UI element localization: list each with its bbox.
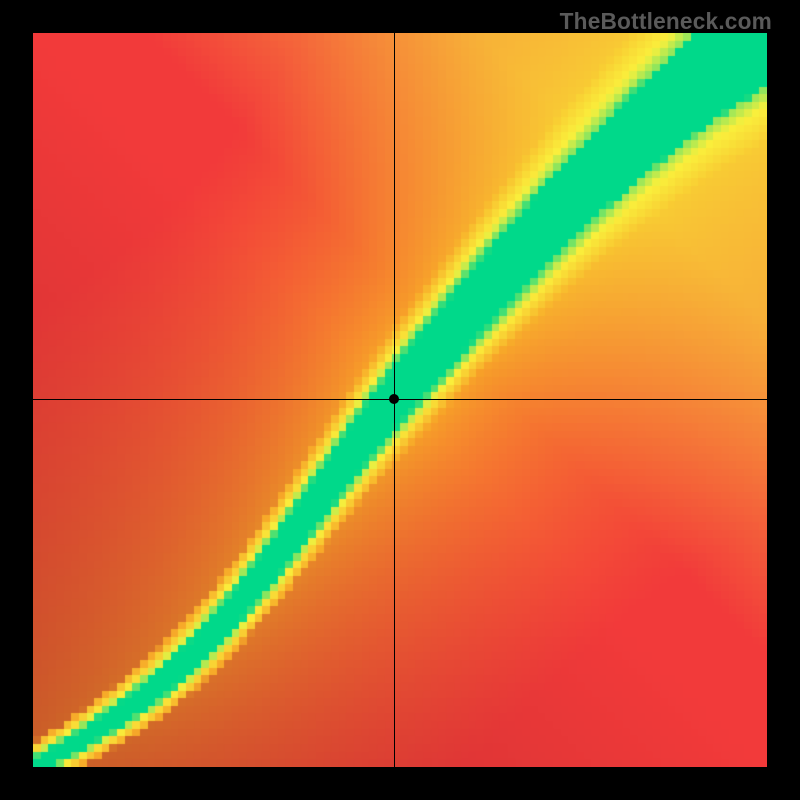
bottleneck-heatmap [33, 33, 767, 767]
crosshair-point [389, 394, 399, 404]
watermark-text: TheBottleneck.com [560, 8, 772, 35]
crosshair-horizontal [33, 399, 767, 400]
